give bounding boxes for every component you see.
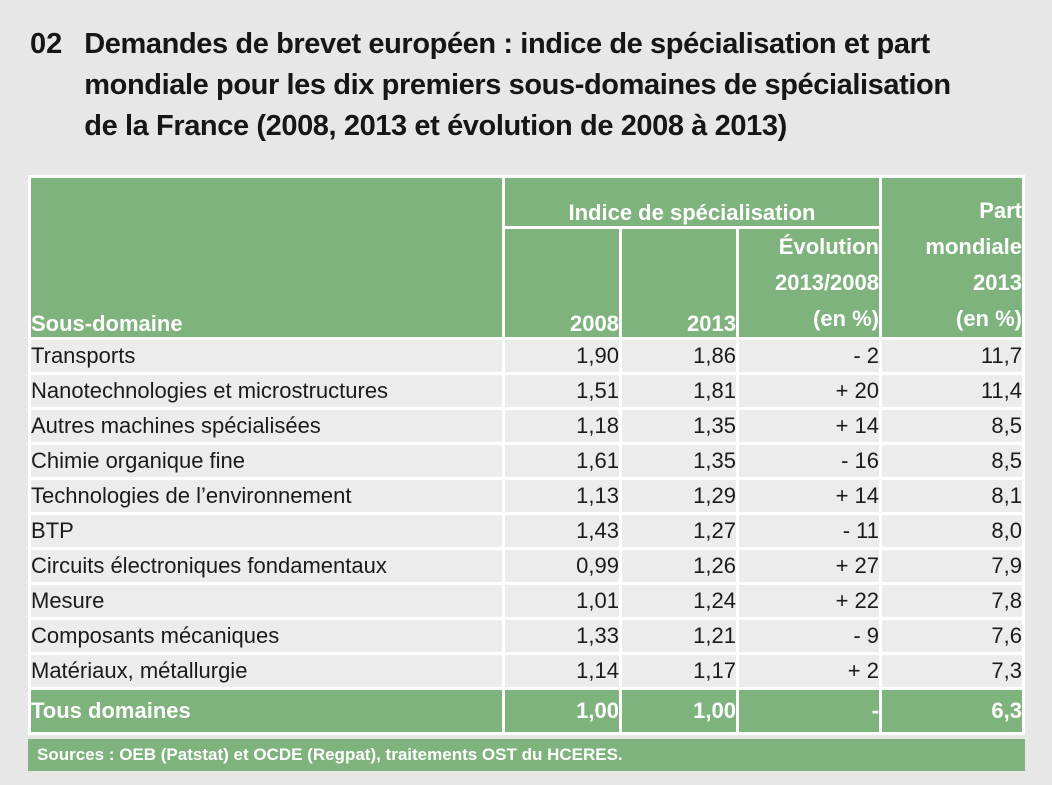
column-header-2008: 2008 xyxy=(505,229,619,337)
figure-caption: 02 Demandes de brevet européen : indice … xyxy=(30,24,951,147)
column-header-2013: 2013 xyxy=(622,229,736,337)
column-header-sous-domaine: Sous-domaine xyxy=(31,178,502,337)
cell-part-mondiale: 7,9 xyxy=(882,550,1022,582)
cell-evolution: - 16 xyxy=(739,445,879,477)
table-row: Nanotechnologies et microstructures 1,51… xyxy=(31,375,1022,407)
figure-title: Demandes de brevet européen : indice de … xyxy=(84,24,951,147)
table-row: Mesure 1,01 1,24 + 22 7,8 xyxy=(31,585,1022,617)
cell-2008: 1,43 xyxy=(505,515,619,547)
row-label: Technologies de l’environnement xyxy=(31,480,502,512)
cell-2013: 1,86 xyxy=(622,340,736,372)
cell-evolution: + 2 xyxy=(739,655,879,687)
cell-2013: 1,35 xyxy=(622,410,736,442)
total-cell-2008: 1,00 xyxy=(505,690,619,732)
table-sources: Sources : OEB (Patstat) et OCDE (Regpat)… xyxy=(28,739,1025,771)
cell-evolution: + 14 xyxy=(739,410,879,442)
column-group-header-indice: Indice de spécialisation xyxy=(505,178,879,226)
column-header-part-mondiale: Part mondiale 2013 (en %) xyxy=(882,178,1022,337)
figure-number: 02 xyxy=(30,28,63,60)
cell-2013: 1,29 xyxy=(622,480,736,512)
cell-2008: 1,01 xyxy=(505,585,619,617)
cell-evolution: + 20 xyxy=(739,375,879,407)
cell-2013: 1,26 xyxy=(622,550,736,582)
table-row: Circuits électroniques fondamentaux 0,99… xyxy=(31,550,1022,582)
table-row: Autres machines spécialisées 1,18 1,35 +… xyxy=(31,410,1022,442)
header-line: Part xyxy=(979,198,1022,223)
row-label: Matériaux, métallurgie xyxy=(31,655,502,687)
table-row: Transports 1,90 1,86 - 2 11,7 xyxy=(31,340,1022,372)
cell-2008: 1,51 xyxy=(505,375,619,407)
cell-2013: 1,27 xyxy=(622,515,736,547)
total-cell-2013: 1,00 xyxy=(622,690,736,732)
table-total-row: Tous domaines 1,00 1,00 - 6,3 xyxy=(31,690,1022,732)
table-row: Chimie organique fine 1,61 1,35 - 16 8,5 xyxy=(31,445,1022,477)
row-label: Mesure xyxy=(31,585,502,617)
header-row-sub: 2008 2013 Évolution 2013/2008 (en %) xyxy=(31,229,1022,337)
cell-part-mondiale: 11,7 xyxy=(882,340,1022,372)
header-line: (en %) xyxy=(956,306,1022,331)
row-label: Chimie organique fine xyxy=(31,445,502,477)
cell-2008: 1,13 xyxy=(505,480,619,512)
row-label: BTP xyxy=(31,515,502,547)
cell-part-mondiale: 7,8 xyxy=(882,585,1022,617)
cell-2008: 1,90 xyxy=(505,340,619,372)
header-line: mondiale xyxy=(925,234,1022,259)
row-label: Composants mécaniques xyxy=(31,620,502,652)
cell-evolution: + 22 xyxy=(739,585,879,617)
cell-2013: 1,35 xyxy=(622,445,736,477)
cell-2013: 1,81 xyxy=(622,375,736,407)
cell-2008: 0,99 xyxy=(505,550,619,582)
cell-2008: 1,33 xyxy=(505,620,619,652)
table-row: BTP 1,43 1,27 - 11 8,0 xyxy=(31,515,1022,547)
cell-2008: 1,61 xyxy=(505,445,619,477)
cell-part-mondiale: 8,0 xyxy=(882,515,1022,547)
total-row-label: Tous domaines xyxy=(31,690,502,732)
header-line: (en %) xyxy=(813,306,879,331)
cell-part-mondiale: 8,5 xyxy=(882,410,1022,442)
cell-evolution: - 2 xyxy=(739,340,879,372)
row-label: Transports xyxy=(31,340,502,372)
row-label: Autres machines spécialisées xyxy=(31,410,502,442)
header-line: 2013/2008 xyxy=(775,270,879,295)
cell-evolution: + 27 xyxy=(739,550,879,582)
figure-title-line: de la France (2008, 2013 et évolution de… xyxy=(84,110,787,142)
cell-2013: 1,21 xyxy=(622,620,736,652)
table-row: Technologies de l’environnement 1,13 1,2… xyxy=(31,480,1022,512)
specialisation-table: Sous-domaine Indice de spécialisation Pa… xyxy=(28,175,1025,735)
cell-part-mondiale: 8,1 xyxy=(882,480,1022,512)
cell-evolution: + 14 xyxy=(739,480,879,512)
cell-part-mondiale: 8,5 xyxy=(882,445,1022,477)
cell-2008: 1,18 xyxy=(505,410,619,442)
row-label: Circuits électroniques fondamentaux xyxy=(31,550,502,582)
cell-part-mondiale: 7,3 xyxy=(882,655,1022,687)
cell-evolution: - 11 xyxy=(739,515,879,547)
header-row-group: Sous-domaine Indice de spécialisation Pa… xyxy=(31,178,1022,337)
table-row: Matériaux, métallurgie 1,14 1,17 + 2 7,3 xyxy=(31,655,1022,687)
cell-evolution: - 9 xyxy=(739,620,879,652)
cell-2013: 1,17 xyxy=(622,655,736,687)
total-cell-evolution: - xyxy=(739,690,879,732)
cell-2008: 1,14 xyxy=(505,655,619,687)
figure-title-line: mondiale pour les dix premiers sous-doma… xyxy=(84,69,951,101)
column-header-evolution: Évolution 2013/2008 (en %) xyxy=(739,229,879,337)
total-cell-part-mondiale: 6,3 xyxy=(882,690,1022,732)
table-row: Composants mécaniques 1,33 1,21 - 9 7,6 xyxy=(31,620,1022,652)
cell-part-mondiale: 7,6 xyxy=(882,620,1022,652)
figure-title-line: Demandes de brevet européen : indice de … xyxy=(84,28,930,60)
cell-part-mondiale: 11,4 xyxy=(882,375,1022,407)
cell-2013: 1,24 xyxy=(622,585,736,617)
header-line: 2013 xyxy=(973,270,1022,295)
header-line: Évolution xyxy=(778,234,879,259)
row-label: Nanotechnologies et microstructures xyxy=(31,375,502,407)
